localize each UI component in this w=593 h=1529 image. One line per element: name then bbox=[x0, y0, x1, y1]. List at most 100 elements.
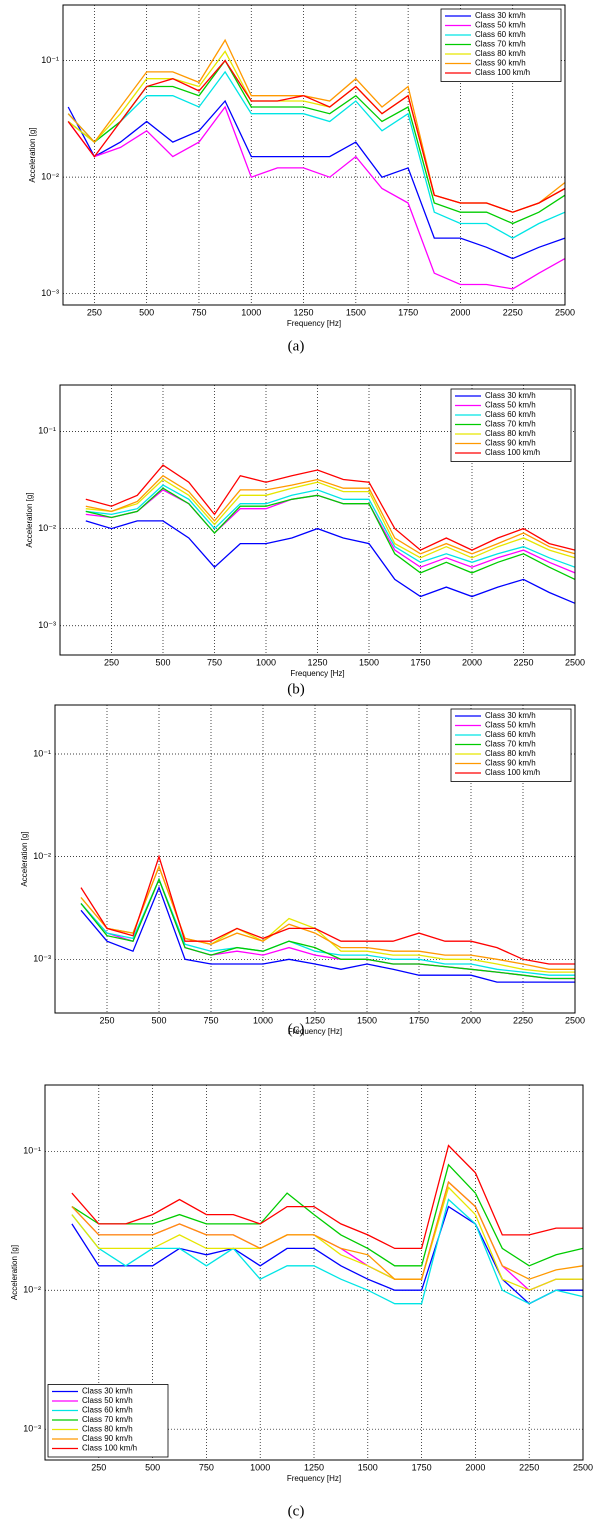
legend-label: Class 70 km/h bbox=[485, 420, 536, 429]
y-tick-label: 10⁻³ bbox=[41, 288, 59, 298]
legend-label: Class 60 km/h bbox=[485, 410, 536, 419]
x-tick-label: 250 bbox=[99, 1015, 114, 1025]
x-tick-label: 750 bbox=[191, 307, 206, 317]
legend-label: Class 30 km/h bbox=[82, 1387, 133, 1396]
y-tick-label: 10⁻¹ bbox=[41, 55, 59, 65]
series-line bbox=[85, 484, 576, 568]
series-line bbox=[85, 464, 576, 551]
legend-label: Class 80 km/h bbox=[475, 49, 526, 58]
series-line bbox=[85, 520, 576, 604]
legend-label: Class 50 km/h bbox=[82, 1396, 133, 1405]
caption: (c) bbox=[288, 1021, 305, 1037]
caption: (a) bbox=[288, 338, 305, 354]
legend-label: Class 30 km/h bbox=[485, 391, 536, 400]
series-line bbox=[71, 1180, 584, 1280]
x-tick-label: 2500 bbox=[565, 657, 585, 667]
y-axis-label: Acceleration [g] bbox=[20, 831, 29, 886]
series-line bbox=[80, 885, 575, 983]
x-axis-label: Frequency [Hz] bbox=[290, 669, 344, 678]
axes-frame bbox=[59, 384, 576, 656]
x-tick-label: 1750 bbox=[398, 307, 418, 317]
series-line bbox=[67, 99, 566, 260]
legend-box bbox=[440, 8, 562, 82]
x-tick-label: 2500 bbox=[573, 1462, 593, 1472]
axes-frame bbox=[54, 704, 576, 1014]
series-line bbox=[80, 877, 575, 980]
y-axis-label: Acceleration [g] bbox=[25, 492, 34, 547]
x-tick-label: 2000 bbox=[465, 1462, 485, 1472]
x-tick-label: 1250 bbox=[294, 307, 314, 317]
x-tick-label: 1000 bbox=[256, 657, 276, 667]
legend-label: Class 70 km/h bbox=[485, 740, 536, 749]
axes-frame bbox=[44, 1084, 584, 1461]
y-tick-label: 10⁻² bbox=[38, 523, 56, 533]
series-line bbox=[85, 487, 576, 580]
x-tick-label: 1250 bbox=[307, 657, 327, 667]
x-tick-label: 750 bbox=[203, 1015, 218, 1025]
x-tick-label: 1000 bbox=[241, 307, 261, 317]
legend-label: Class 90 km/h bbox=[82, 1434, 133, 1443]
legend-label: Class 90 km/h bbox=[485, 759, 536, 768]
legend-label: Class 80 km/h bbox=[485, 429, 536, 438]
x-tick-label: 1750 bbox=[409, 1015, 429, 1025]
x-tick-label: 500 bbox=[145, 1462, 160, 1472]
y-axis-label: Acceleration [g] bbox=[10, 1245, 19, 1300]
legend-label: Class 70 km/h bbox=[82, 1415, 133, 1424]
legend-box bbox=[47, 1384, 169, 1458]
x-tick-label: 1500 bbox=[346, 307, 366, 317]
y-tick-label: 10⁻² bbox=[33, 851, 51, 861]
x-tick-label: 1500 bbox=[357, 1015, 377, 1025]
legend-label: Class 80 km/h bbox=[485, 749, 536, 758]
series-line bbox=[85, 474, 576, 555]
series-line bbox=[71, 1186, 583, 1291]
axes-frame bbox=[62, 4, 566, 306]
x-tick-label: 1000 bbox=[250, 1462, 270, 1472]
series-line bbox=[67, 59, 566, 225]
x-tick-label: 2250 bbox=[513, 1015, 533, 1025]
x-tick-label: 500 bbox=[139, 307, 154, 317]
legend-label: Class 90 km/h bbox=[485, 439, 536, 448]
legend-label: Class 60 km/h bbox=[82, 1406, 133, 1415]
legend-label: Class 50 km/h bbox=[485, 401, 536, 410]
x-axis-label: Frequency [Hz] bbox=[287, 1474, 341, 1483]
x-tick-label: 2500 bbox=[565, 1015, 585, 1025]
legend-label: Class 100 km/h bbox=[475, 68, 530, 77]
x-tick-label: 1750 bbox=[412, 1462, 432, 1472]
x-tick-label: 500 bbox=[151, 1015, 166, 1025]
legend-label: Class 100 km/h bbox=[82, 1444, 137, 1453]
x-tick-label: 1250 bbox=[304, 1462, 324, 1472]
y-tick-label: 10⁻³ bbox=[23, 1424, 41, 1434]
series-line bbox=[80, 854, 575, 965]
legend-label: Class 30 km/h bbox=[475, 11, 526, 20]
legend-box bbox=[450, 388, 572, 462]
legend-label: Class 50 km/h bbox=[485, 721, 536, 730]
x-axis-label: Frequency [Hz] bbox=[288, 1027, 342, 1036]
x-tick-label: 2000 bbox=[461, 1015, 481, 1025]
x-tick-label: 2250 bbox=[519, 1462, 539, 1472]
y-tick-label: 10⁻¹ bbox=[38, 426, 56, 436]
y-tick-label: 10⁻³ bbox=[38, 620, 56, 630]
y-tick-label: 10⁻² bbox=[41, 172, 59, 182]
x-tick-label: 1000 bbox=[253, 1015, 273, 1025]
legend-label: Class 100 km/h bbox=[485, 448, 540, 457]
legend-label: Class 100 km/h bbox=[485, 768, 540, 777]
legend-label: Class 70 km/h bbox=[475, 40, 526, 49]
series-line bbox=[67, 105, 566, 290]
caption: (c) bbox=[288, 1503, 305, 1519]
y-tick-label: 10⁻¹ bbox=[23, 1146, 41, 1156]
x-tick-label: 500 bbox=[155, 657, 170, 667]
y-tick-label: 10⁻² bbox=[23, 1285, 41, 1295]
x-tick-label: 250 bbox=[104, 657, 119, 667]
legend-box bbox=[450, 708, 572, 782]
y-axis-label: Acceleration [g] bbox=[28, 127, 37, 182]
x-tick-label: 1750 bbox=[410, 657, 430, 667]
x-tick-label: 750 bbox=[207, 657, 222, 667]
x-tick-label: 1500 bbox=[359, 657, 379, 667]
x-tick-label: 1500 bbox=[358, 1462, 378, 1472]
x-tick-label: 2250 bbox=[513, 657, 533, 667]
series-line bbox=[85, 478, 576, 559]
legend-label: Class 90 km/h bbox=[475, 59, 526, 68]
series-line bbox=[71, 1163, 584, 1267]
legend-label: Class 60 km/h bbox=[485, 730, 536, 739]
